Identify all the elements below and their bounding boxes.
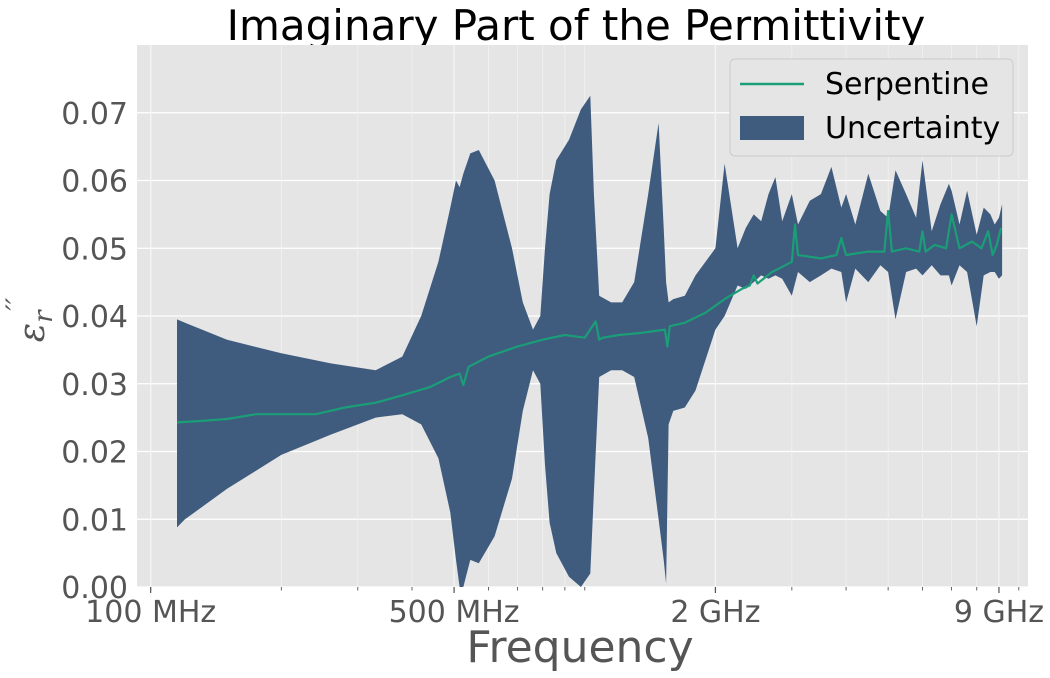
y-tick-label: 0.06 bbox=[61, 165, 128, 200]
uncertainty-band-layer bbox=[177, 95, 1003, 588]
y-tick-label: 0.00 bbox=[61, 571, 128, 606]
chart-title: Imaginary Part of the Permittivity bbox=[227, 1, 926, 50]
uncertainty-band bbox=[177, 95, 1003, 588]
y-tick-label: 0.03 bbox=[61, 368, 128, 403]
legend: Serpentine Uncertainty bbox=[729, 58, 1014, 157]
y-axis-ticks: 0.00 0.01 0.02 0.03 0.04 0.05 0.06 0.07 bbox=[61, 97, 128, 606]
x-tick-label: 2 GHz bbox=[670, 595, 760, 630]
legend-uncertainty-label: Uncertainty bbox=[825, 111, 1000, 146]
legend-serpentine-label: Serpentine bbox=[825, 67, 989, 102]
x-tick-label: 100 MHz bbox=[85, 595, 216, 630]
serpentine-line-layer bbox=[176, 209, 1003, 424]
svg-text:εr′′: εr′′ bbox=[0, 297, 59, 342]
y-axis-label: εr′′ bbox=[0, 297, 59, 342]
y-tick-label: 0.01 bbox=[61, 503, 128, 538]
x-axis-ticks: 100 MHz 500 MHz 2 GHz 9 GHz bbox=[85, 587, 1044, 630]
x-tick-label: 9 GHz bbox=[954, 595, 1044, 630]
y-tick-label: 0.07 bbox=[61, 97, 128, 132]
serpentine-line bbox=[176, 209, 1003, 424]
x-tick-label: 500 MHz bbox=[389, 595, 520, 630]
y-tick-label: 0.05 bbox=[61, 232, 128, 267]
y-tick-label: 0.04 bbox=[61, 300, 128, 335]
y-tick-label: 0.02 bbox=[61, 436, 128, 471]
x-axis-label: Frequency bbox=[466, 622, 693, 673]
legend-uncertainty-swatch bbox=[740, 116, 804, 140]
